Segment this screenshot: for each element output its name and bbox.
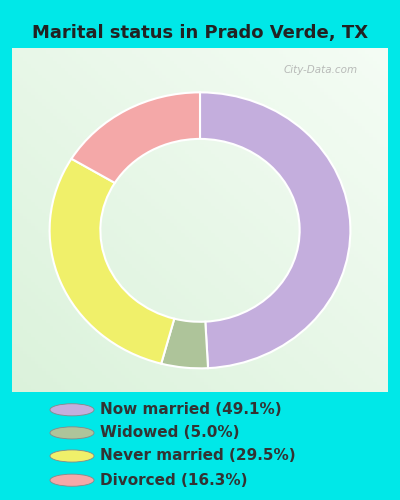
Wedge shape	[200, 92, 350, 368]
Wedge shape	[50, 158, 174, 364]
Text: Never married (29.5%): Never married (29.5%)	[100, 448, 296, 464]
Circle shape	[50, 404, 94, 416]
Circle shape	[50, 450, 94, 462]
Text: Widowed (5.0%): Widowed (5.0%)	[100, 426, 240, 440]
Circle shape	[50, 427, 94, 439]
Text: Now married (49.1%): Now married (49.1%)	[100, 402, 282, 417]
Text: City-Data.com: City-Data.com	[283, 65, 357, 75]
Circle shape	[50, 474, 94, 486]
Text: Marital status in Prado Verde, TX: Marital status in Prado Verde, TX	[32, 24, 368, 42]
Wedge shape	[72, 92, 200, 183]
Wedge shape	[161, 318, 208, 368]
Text: Divorced (16.3%): Divorced (16.3%)	[100, 472, 248, 488]
